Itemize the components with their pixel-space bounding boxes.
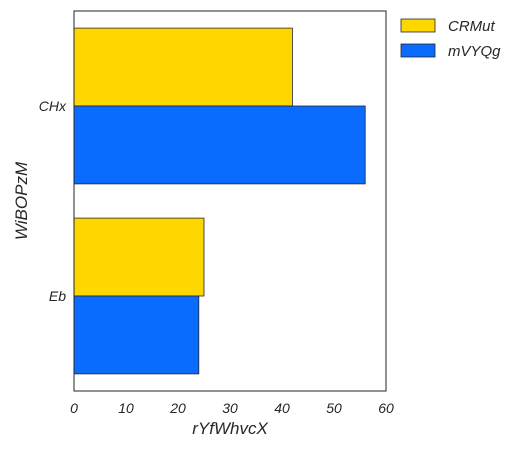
bar-mVYQg-Eb bbox=[73, 295, 200, 375]
bar-CRMut-CHx bbox=[73, 27, 293, 107]
legend-swatch-mVYQg bbox=[400, 43, 436, 58]
y-axis-ticks: CHx Eb bbox=[39, 98, 67, 304]
plot-frame bbox=[73, 10, 387, 392]
x-axis-ticks: 0 10 20 30 40 50 60 bbox=[70, 400, 394, 416]
y-axis-label: WiBOPzM bbox=[12, 161, 31, 240]
legend-swatch-CRMut bbox=[400, 18, 436, 33]
y-tick-label-Eb: Eb bbox=[49, 288, 66, 304]
legend-label-mVYQg: mVYQg bbox=[448, 43, 501, 60]
x-tick-label-60: 60 bbox=[378, 400, 394, 416]
x-tick-label-50: 50 bbox=[326, 400, 342, 416]
x-tick-label-10: 10 bbox=[118, 400, 134, 416]
x-tick-label-0: 0 bbox=[70, 400, 78, 416]
legend-label-CRMut: CRMut bbox=[448, 18, 496, 35]
legend: CRMut mVYQg bbox=[400, 18, 501, 60]
x-tick-label-30: 30 bbox=[222, 400, 238, 416]
x-axis-label: rYfWhvcX bbox=[192, 419, 268, 438]
bars-group bbox=[73, 27, 366, 375]
x-tick-label-20: 20 bbox=[169, 400, 186, 416]
bar-CRMut-Eb bbox=[73, 217, 205, 297]
y-tick-label-CHx: CHx bbox=[39, 98, 67, 114]
x-tick-label-40: 40 bbox=[274, 400, 290, 416]
bar-mVYQg-CHx bbox=[73, 105, 366, 185]
